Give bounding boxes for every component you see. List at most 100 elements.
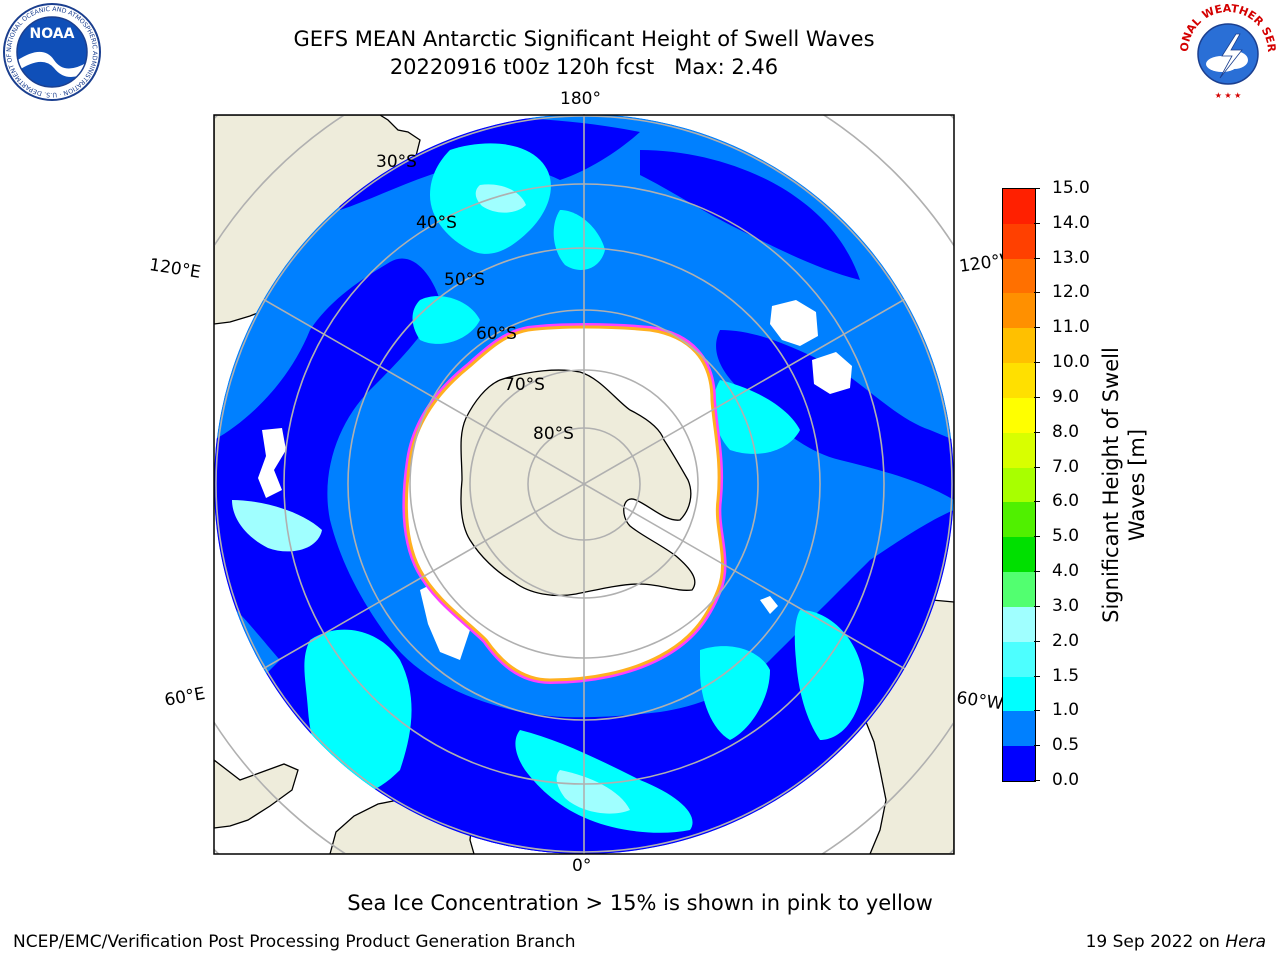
colorbar-segment: [1003, 292, 1035, 329]
graticule: [214, 114, 954, 854]
colorbar-tick-label: 0.5: [1052, 735, 1080, 756]
colorbar-tick-mark: [1034, 188, 1040, 189]
svg-text:★ ★ ★: ★ ★ ★: [1215, 91, 1242, 100]
lat-label-80s: 80°S: [533, 424, 574, 444]
colorbar-tick: 0.0: [1034, 770, 1114, 791]
colorbar-tick-mark: [1034, 501, 1040, 503]
colorbar-segment: [1003, 397, 1035, 433]
run-date: 19 Sep 2022 on Hera: [1086, 932, 1266, 952]
colorbar-tick-label: 2.0: [1052, 630, 1080, 651]
colorbar-segment: [1003, 501, 1035, 538]
colorbar-tick: 1.0: [1034, 700, 1114, 721]
noaa-logo-text: NOAA: [30, 26, 75, 42]
colorbar-tick-mark: [1034, 362, 1040, 364]
machine-name: Hera: [1225, 932, 1266, 952]
colorbar-tick: 11.0: [1034, 317, 1114, 338]
colorbar-label-line1: Significant Height of Swell: [1099, 347, 1123, 623]
colorbar-tick-mark: [1034, 466, 1040, 468]
colorbar-tick-mark: [1034, 536, 1040, 538]
colorbar-tick: 3.0: [1034, 595, 1114, 617]
map-frame: [213, 114, 955, 855]
colorbar: [1002, 188, 1036, 782]
colorbar-segment: [1003, 641, 1035, 677]
colorbar-tick-mark: [1034, 640, 1040, 642]
colorbar-tick-mark: [1034, 710, 1040, 712]
lat-label-30s: 30°S: [376, 152, 417, 172]
colorbar-tick-label: 1.5: [1052, 665, 1080, 686]
colorbar-tick: 5.0: [1034, 526, 1114, 547]
colorbar-tick-label: 11.0: [1052, 317, 1090, 338]
colorbar-tick: 1.5: [1034, 665, 1114, 687]
colorbar-tick-label: 8.0: [1052, 421, 1080, 442]
colorbar-tick-label: 3.0: [1052, 595, 1080, 616]
colorbar-tick-label: 4.0: [1052, 561, 1080, 582]
colorbar-tick-label: 14.0: [1052, 212, 1090, 233]
colorbar-tick: 9.0: [1034, 386, 1114, 408]
colorbar-tick: 15.0: [1034, 178, 1114, 199]
colorbar-tick-mark: [1034, 327, 1040, 329]
lon-label-180: 180°: [560, 89, 601, 109]
colorbar-segment: [1003, 362, 1035, 398]
colorbar-segment: [1003, 745, 1035, 781]
colorbar-segment: [1003, 327, 1035, 364]
colorbar-segment: [1003, 258, 1035, 294]
colorbar-segment: [1003, 710, 1035, 747]
colorbar-segment: [1003, 571, 1035, 607]
colorbar-tick: 10.0: [1034, 352, 1114, 373]
colorbar-tick: 2.0: [1034, 630, 1114, 652]
lat-label-50s: 50°S: [444, 270, 485, 290]
colorbar-tick-label: 1.0: [1052, 700, 1080, 721]
colorbar-tick-mark: [1034, 571, 1040, 573]
noaa-logo: NATIONAL OCEANIC AND ATMOSPHERIC ADMINIS…: [2, 2, 101, 101]
colorbar-segment: [1003, 188, 1035, 224]
lat-label-70s: 70°S: [504, 375, 545, 395]
lat-label-40s: 40°S: [416, 213, 457, 233]
colorbar-label: Significant Height of Swell Waves [m]: [1098, 315, 1158, 655]
figure-subtitle: 20220916 t00z 120h fcst Max: 2.46: [389, 55, 779, 79]
colorbar-tick: 4.0: [1034, 561, 1114, 582]
colorbar-ticks: 0.0 0.5 1.0 1.5 2.0 3.0 4.0 5.0 6.0 7.0 8.0 9.0 10.0…: [1034, 178, 1114, 790]
colorbar-segment: [1003, 606, 1035, 642]
colorbar-tick-mark: [1034, 431, 1040, 433]
colorbar-tick-label: 9.0: [1052, 386, 1080, 407]
figure-title: GEFS MEAN Antarctic Significant Height o…: [293, 27, 875, 51]
colorbar-tick-mark: [1034, 292, 1040, 294]
colorbar-tick: 14.0: [1034, 212, 1114, 234]
colorbar-tick-mark: [1034, 745, 1040, 747]
lon-label-0: 0°: [572, 856, 592, 876]
colorbar-tick-mark: [1034, 780, 1040, 781]
colorbar-tick-mark: [1034, 222, 1040, 224]
colorbar-tick-label: 7.0: [1052, 456, 1080, 477]
colorbar-tick-label: 15.0: [1052, 178, 1090, 198]
colorbar-segment: [1003, 432, 1035, 468]
colorbar-tick-mark: [1034, 396, 1040, 398]
colorbar-tick: 7.0: [1034, 456, 1114, 478]
colorbar-tick: 13.0: [1034, 247, 1114, 269]
colorbar-label-line2: Waves [m]: [1125, 428, 1149, 542]
nws-logo: NATIONAL WEATHER SERVICE ★ ★ ★: [1177, 2, 1278, 100]
run-date-text: 19 Sep 2022 on: [1085, 932, 1220, 952]
colorbar-segment: [1003, 467, 1035, 503]
colorbar-tick-label: 10.0: [1052, 352, 1090, 373]
colorbar-tick-label: 6.0: [1052, 491, 1080, 512]
antarctica-land: [460, 369, 696, 597]
colorbar-tick-mark: [1034, 257, 1040, 259]
colorbar-tick-label: 13.0: [1052, 247, 1090, 268]
colorbar-tick-label: 0.0: [1052, 770, 1080, 790]
colorbar-tick: 6.0: [1034, 491, 1114, 512]
credit-text: NCEP/EMC/Verification Post Processing Pr…: [13, 932, 576, 952]
colorbar-segment: [1003, 223, 1035, 259]
colorbar-tick: 8.0: [1034, 421, 1114, 443]
colorbar-segment: [1003, 536, 1035, 573]
colorbar-tick: 12.0: [1034, 282, 1114, 303]
colorbar-tick-label: 5.0: [1052, 526, 1080, 547]
sea-ice-note: Sea Ice Concentration > 15% is shown in …: [347, 891, 933, 915]
colorbar-segment: [1003, 676, 1035, 712]
colorbar-tick: 0.5: [1034, 735, 1114, 756]
lat-label-60s: 60°S: [476, 324, 517, 344]
colorbar-tick-mark: [1034, 675, 1040, 677]
colorbar-tick-label: 12.0: [1052, 282, 1090, 303]
colorbar-tick-mark: [1034, 605, 1040, 607]
